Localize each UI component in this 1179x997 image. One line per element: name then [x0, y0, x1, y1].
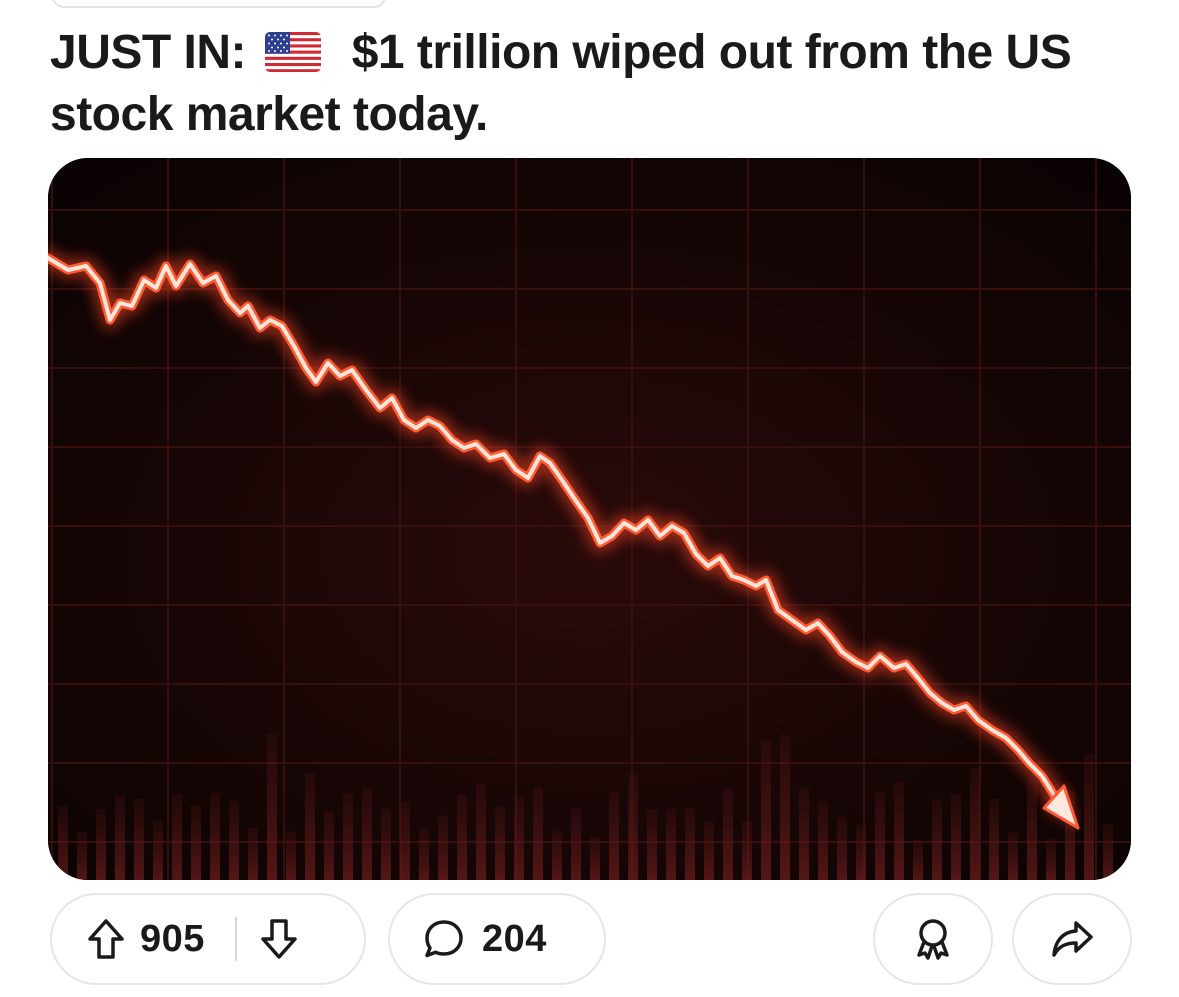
- volume-bar: [457, 794, 467, 880]
- upvote-count: 905: [140, 917, 205, 960]
- post-actions-bar: 905 204: [0, 893, 1179, 989]
- volume-bar: [1027, 777, 1037, 880]
- share-arrow-icon: [1048, 915, 1096, 963]
- volume-bar: [191, 805, 201, 880]
- volume-bar: [856, 824, 866, 880]
- volume-bar: [134, 798, 144, 880]
- volume-bar: [267, 734, 277, 880]
- volume-bar: [153, 820, 163, 880]
- volume-bar: [115, 794, 125, 880]
- falling-stock-chart-illustration: [48, 158, 1131, 880]
- volume-bar: [780, 735, 790, 880]
- volume-bar: [96, 808, 106, 880]
- volume-bar: [875, 791, 885, 880]
- volume-bar: [248, 827, 258, 880]
- volume-bar: [343, 792, 353, 880]
- volume-bar: [210, 792, 220, 880]
- volume-bar: [1103, 823, 1113, 880]
- volume-bar: [229, 800, 239, 880]
- volume-bar: [1008, 831, 1018, 880]
- volume-bar: [58, 805, 68, 880]
- comment-count: 204: [482, 917, 547, 960]
- post-image[interactable]: [48, 158, 1131, 880]
- title-prefix: JUST IN:: [50, 26, 247, 79]
- volume-bar: [647, 809, 657, 880]
- volume-bar: [761, 739, 771, 880]
- arrow-up-icon[interactable]: [82, 915, 130, 963]
- volume-bar: [1065, 790, 1075, 880]
- volume-bar: [571, 808, 581, 880]
- volume-bar: [932, 798, 942, 880]
- title-text: $1 trillion wiped out from the US stock …: [50, 26, 1072, 141]
- arrow-down-icon[interactable]: [255, 915, 303, 963]
- post-title[interactable]: JUST IN: $1 trillion wiped out from the …: [50, 22, 1140, 146]
- volume-bar: [476, 783, 486, 880]
- award-button[interactable]: [873, 893, 993, 985]
- vote-pill: 905: [50, 893, 366, 985]
- vote-divider: [234, 917, 237, 961]
- comment-button[interactable]: 204: [388, 893, 606, 985]
- volume-bar: [400, 801, 410, 880]
- volume-bar: [970, 768, 980, 880]
- volume-bar: [685, 808, 695, 880]
- volume-bar: [1046, 838, 1056, 880]
- volume-bar: [286, 831, 296, 880]
- volume-bar: [362, 788, 372, 880]
- volume-bar: [381, 808, 391, 880]
- us-flag-icon: [264, 32, 321, 72]
- volume-bar: [552, 830, 562, 880]
- volume-bar: [1084, 753, 1094, 880]
- volume-bar: [419, 829, 429, 880]
- volume-bar: [799, 787, 809, 880]
- volume-bar: [495, 807, 505, 880]
- volume-bar: [742, 821, 752, 880]
- volume-bar: [628, 773, 638, 880]
- volume-bar: [305, 773, 315, 880]
- volume-bar: [818, 801, 828, 880]
- volume-bar: [438, 815, 448, 880]
- volume-bar: [609, 792, 619, 880]
- volume-bar: [590, 836, 600, 880]
- volume-bar: [172, 793, 182, 880]
- volume-bar: [514, 797, 524, 880]
- award-ribbon-icon: [909, 915, 957, 963]
- share-button[interactable]: [1012, 893, 1132, 985]
- volume-bar: [324, 810, 334, 880]
- volume-bar: [894, 781, 904, 880]
- volume-bar: [704, 821, 714, 880]
- volume-bar: [77, 831, 87, 880]
- volume-bar: [913, 839, 923, 880]
- volume-bar: [533, 786, 543, 880]
- volume-bar: [989, 798, 999, 880]
- volume-bar: [666, 809, 676, 880]
- speech-bubble-icon: [420, 915, 468, 963]
- previous-element-edge: [52, 0, 386, 8]
- volume-bar: [723, 787, 733, 880]
- volume-bar: [837, 817, 847, 880]
- volume-bar: [951, 793, 961, 880]
